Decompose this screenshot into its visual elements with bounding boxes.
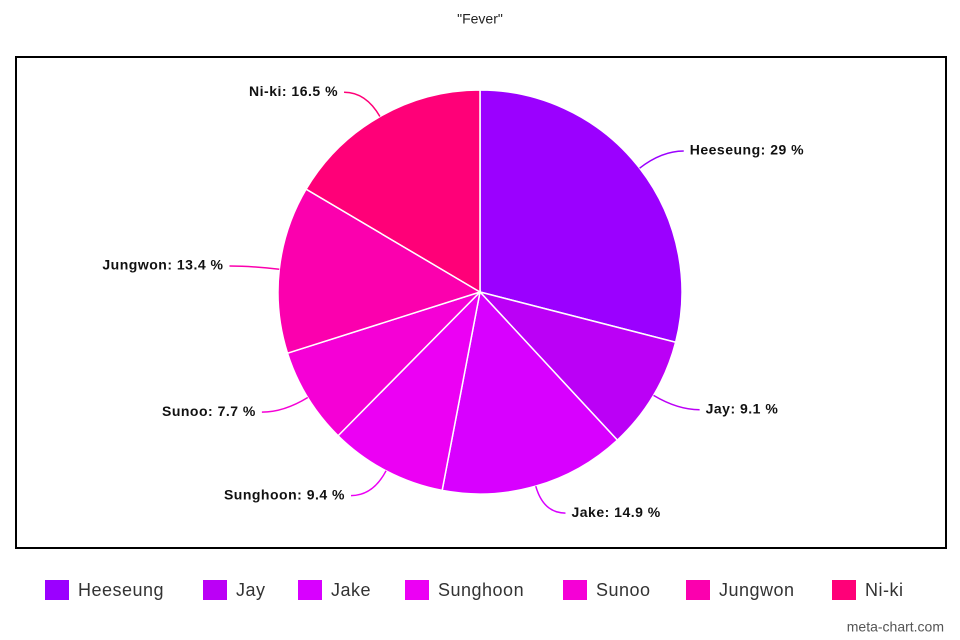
data-label: Ni-ki: 16.5 %	[249, 83, 338, 99]
leader-line	[261, 396, 309, 413]
legend-label: Ni-ki	[865, 580, 904, 600]
legend-label: Jay	[236, 580, 266, 600]
leader-line	[653, 394, 700, 411]
data-label: Sunoo: 7.7 %	[162, 403, 256, 419]
legend-swatch	[832, 580, 856, 600]
legend-swatch	[405, 580, 429, 600]
legend-swatch	[686, 580, 710, 600]
data-label: Jake: 14.9 %	[571, 504, 660, 520]
leader-line	[229, 265, 280, 270]
data-label: Jay: 9.1 %	[706, 400, 779, 416]
pie-slice	[305, 89, 481, 294]
legend-label: Jake	[331, 580, 371, 600]
legend-swatch	[298, 580, 322, 600]
legend-label: Sunoo	[596, 580, 651, 600]
leader-line	[351, 470, 387, 497]
legend-label: Jungwon	[719, 580, 795, 600]
legend-label: Sunghoon	[438, 580, 524, 600]
leader-line	[535, 485, 566, 514]
legend-swatch	[45, 580, 69, 600]
watermark: meta-chart.com	[847, 619, 944, 635]
legend-swatch	[203, 580, 227, 600]
data-label: Jungwon: 13.4 %	[102, 257, 223, 273]
legend-swatch	[563, 580, 587, 600]
legend-label: Heeseung	[78, 580, 164, 600]
data-label: Heeseung: 29 %	[690, 142, 804, 158]
pie-slice	[277, 188, 482, 355]
leader-line	[344, 91, 381, 117]
data-label: Sunghoon: 9.4 %	[224, 486, 345, 502]
leader-line	[639, 150, 684, 169]
chart-title: "Fever"	[457, 11, 503, 27]
pie-slice	[286, 291, 481, 437]
pie-slice	[337, 289, 482, 492]
plot-frame	[15, 56, 947, 549]
